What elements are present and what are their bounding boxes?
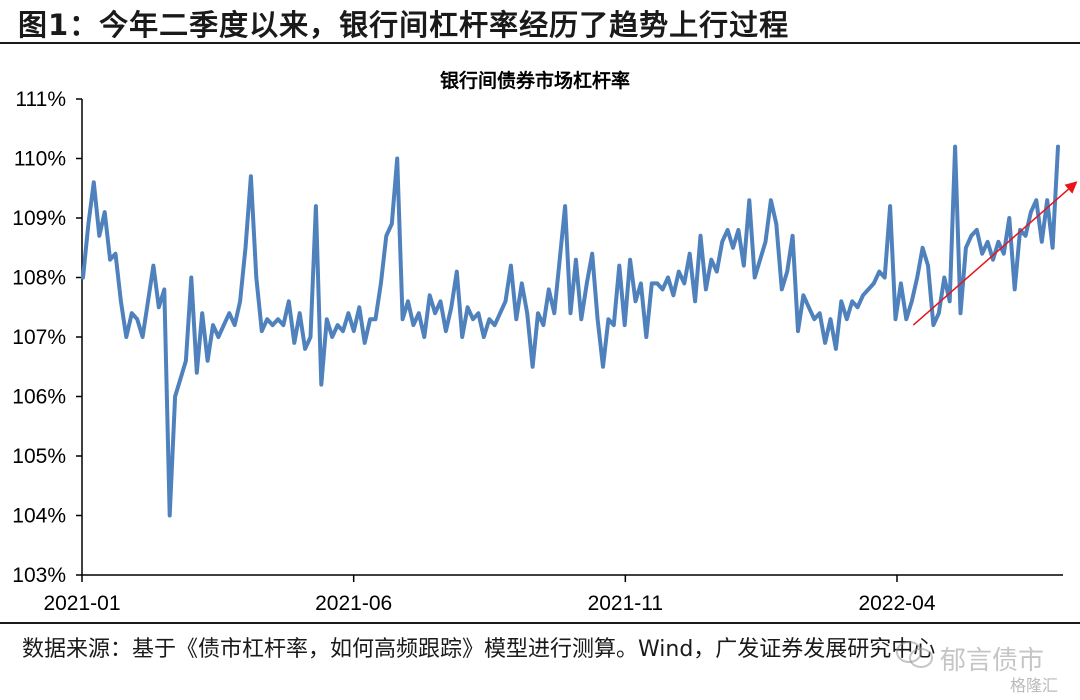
y-tick-label: 105% <box>12 445 66 468</box>
x-tick-labels: 2021-01 2021-06 2021-11 2022-04 <box>43 592 935 615</box>
x-tick-label: 2022-04 <box>858 592 935 615</box>
wechat-icon <box>896 641 933 668</box>
figure-title: 图1：今年二季度以来，银行间杠杆率经历了趋势上行过程 <box>18 8 790 42</box>
watermark-account: 郁言债市 <box>900 640 1044 677</box>
y-tick-label: 110% <box>14 148 66 171</box>
x-tick-marks <box>81 575 898 582</box>
trend-arrow <box>912 181 1078 326</box>
watermark-account-text: 郁言债市 <box>940 646 1045 676</box>
y-tick-label: 106% <box>12 386 66 409</box>
y-tick-label: 103% <box>12 564 66 587</box>
chart-title: 银行间债券市场杠杆率 <box>440 69 630 92</box>
watermark-brand: 格隆汇 <box>1010 676 1059 695</box>
source-note: 数据来源：基于《债市杠杆率，如何高频跟踪》模型进行测算。Wind，广发证券发展研… <box>22 637 936 662</box>
x-tick-label: 2021-06 <box>315 592 392 615</box>
y-tick-label: 104% <box>12 505 66 528</box>
y-tick-labels: 103% 104% 105% 106% 107% 108% 109% 110% 111% <box>12 88 66 587</box>
x-tick-label: 2021-01 <box>43 592 120 615</box>
source-divider <box>0 622 1080 624</box>
chart: 银行间债券市场杠杆率 103%104%105%106%107%108%109%1… <box>12 69 1078 615</box>
series-line-leverage <box>81 144 1060 518</box>
y-tick-label: 107% <box>12 326 66 349</box>
title-divider <box>0 42 1080 44</box>
y-tick-label: 111% <box>15 88 66 111</box>
x-tick-label: 2021-11 <box>588 592 664 615</box>
y-tick-label: 108% <box>12 267 66 290</box>
y-tick-marks <box>76 98 82 576</box>
y-tick-label: 109% <box>12 207 66 230</box>
